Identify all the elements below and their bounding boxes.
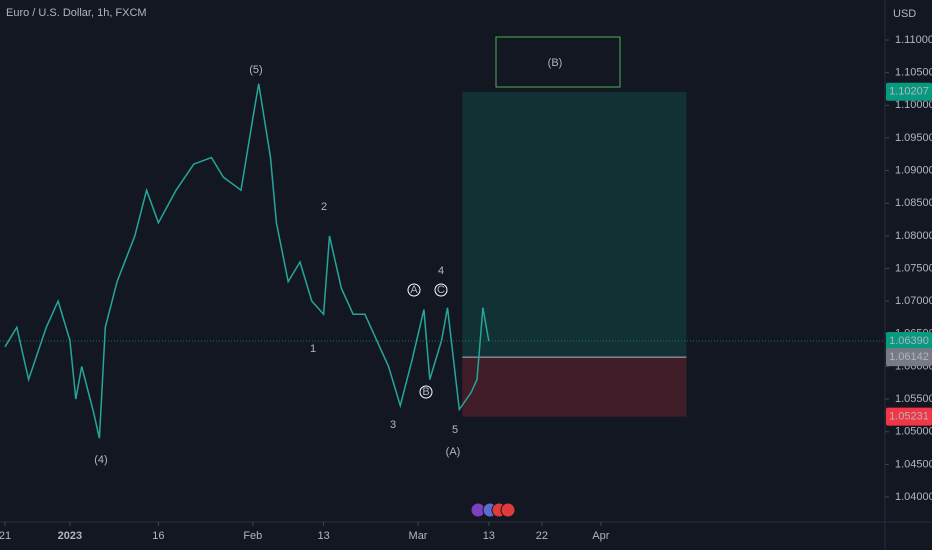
wave-label: 1 bbox=[310, 343, 316, 355]
y-tick-label: 1.05000 bbox=[895, 426, 932, 438]
y-tick-label: 1.10500 bbox=[895, 67, 932, 79]
y-tick-label: 1.11000 bbox=[895, 34, 932, 46]
price-label-box bbox=[886, 348, 932, 367]
y-tick-label: 1.05500 bbox=[895, 393, 932, 405]
y-tick-label: 1.10000 bbox=[895, 99, 932, 111]
wave-label: (A) bbox=[446, 446, 461, 458]
y-tick-label: 1.09500 bbox=[895, 132, 932, 144]
wave-label: 4 bbox=[438, 265, 444, 277]
wave-circle bbox=[434, 283, 448, 297]
y-tick-label: 1.07000 bbox=[895, 295, 932, 307]
price-label: 1.06390 bbox=[889, 335, 929, 347]
y-tick-label: 1.04000 bbox=[895, 491, 932, 503]
x-tick-label: Mar bbox=[409, 530, 428, 542]
loss-zone bbox=[462, 357, 687, 417]
wave-label: 3 bbox=[390, 419, 396, 431]
wave-label: C bbox=[437, 284, 445, 296]
x-tick-label: 13 bbox=[317, 530, 329, 542]
y-axis-label: USD bbox=[893, 8, 916, 20]
wave-label: B bbox=[422, 386, 429, 398]
price-label: 1.05231 bbox=[889, 411, 929, 423]
price-line bbox=[4, 83, 490, 439]
price-label-box bbox=[886, 331, 932, 350]
wave-label: 5 bbox=[452, 424, 458, 436]
wave-circle bbox=[407, 283, 421, 297]
chart-title: Euro / U.S. Dollar, 1h, FXCM bbox=[6, 7, 147, 19]
x-tick-label: 2023 bbox=[58, 530, 82, 542]
price-label: 1.06142 bbox=[889, 351, 929, 363]
x-tick-label: 13 bbox=[483, 530, 495, 542]
x-tick-label: Apr bbox=[592, 530, 609, 542]
x-tick-label: 21 bbox=[0, 530, 11, 542]
event-icons bbox=[470, 502, 516, 518]
x-tick-label: 16 bbox=[152, 530, 164, 542]
wave-label: (4) bbox=[94, 454, 107, 466]
y-tick-label: 1.04500 bbox=[895, 458, 932, 470]
y-tick-label: 1.07500 bbox=[895, 262, 932, 274]
profit-zone bbox=[462, 91, 687, 358]
price-label: 1.10207 bbox=[889, 86, 929, 98]
y-tick-label: 1.09000 bbox=[895, 164, 932, 176]
x-tick-label: Feb bbox=[243, 530, 262, 542]
wave-label: 2 bbox=[321, 201, 327, 213]
x-tick-label: 22 bbox=[536, 530, 548, 542]
wave-circle bbox=[419, 385, 433, 399]
y-tick-label: 1.08000 bbox=[895, 230, 932, 242]
target-box bbox=[495, 36, 621, 88]
price-label-box bbox=[886, 82, 932, 101]
wave-label: (B) bbox=[548, 57, 563, 69]
y-tick-label: 1.08500 bbox=[895, 197, 932, 209]
wave-label: (5) bbox=[249, 64, 262, 76]
wave-label: A bbox=[410, 284, 418, 296]
price-label-box bbox=[886, 407, 932, 426]
